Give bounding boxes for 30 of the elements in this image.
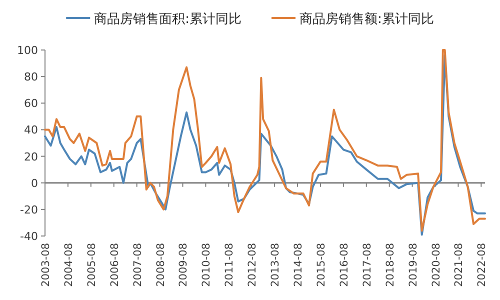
x-tick-label: 2019-08	[407, 243, 420, 287]
x-tick-label: 2003-08	[40, 243, 52, 287]
legend-label: 商品房销售额:累计同比	[300, 11, 434, 27]
x-tick-label: 2012-08	[246, 243, 259, 287]
x-tick-label: 2020-08	[430, 243, 442, 287]
y-tick-label: 80	[24, 70, 38, 84]
x-tick-label: 2005-08	[86, 243, 98, 287]
y-tick-label: -40	[20, 230, 38, 243]
x-tick-label: 2008-08	[154, 243, 167, 287]
x-tick-label: 2018-08	[384, 243, 396, 287]
y-tick-label: 100	[17, 44, 38, 57]
x-tick-label: 2007-08	[132, 243, 144, 287]
x-tick-label: 2011-08	[224, 243, 236, 287]
x-tick-label: 2004-08	[62, 243, 75, 287]
x-tick-label: 2015-08	[315, 243, 328, 287]
x-tick-label: 2021-08	[453, 243, 466, 287]
x-tick-label: 2009-08	[178, 243, 190, 287]
y-tick-label: 0	[31, 176, 38, 190]
y-tick-label: -20	[20, 203, 38, 216]
y-tick-label: 60	[24, 97, 38, 110]
x-tick-label: 2017-08	[361, 243, 374, 287]
x-tick-label: 2010-08	[200, 243, 213, 287]
legend-label: 商品房销售面积:累计同比	[94, 11, 242, 27]
x-tick-label: 2014-08	[292, 243, 305, 287]
x-tick-label: 2022-08	[476, 243, 488, 287]
y-tick-label: 40	[24, 124, 38, 137]
x-tick-label: 2013-08	[270, 243, 282, 287]
x-tick-label: 2006-08	[108, 243, 121, 287]
x-tick-label: 2016-08	[338, 243, 350, 287]
y-tick-label: 20	[24, 150, 38, 164]
